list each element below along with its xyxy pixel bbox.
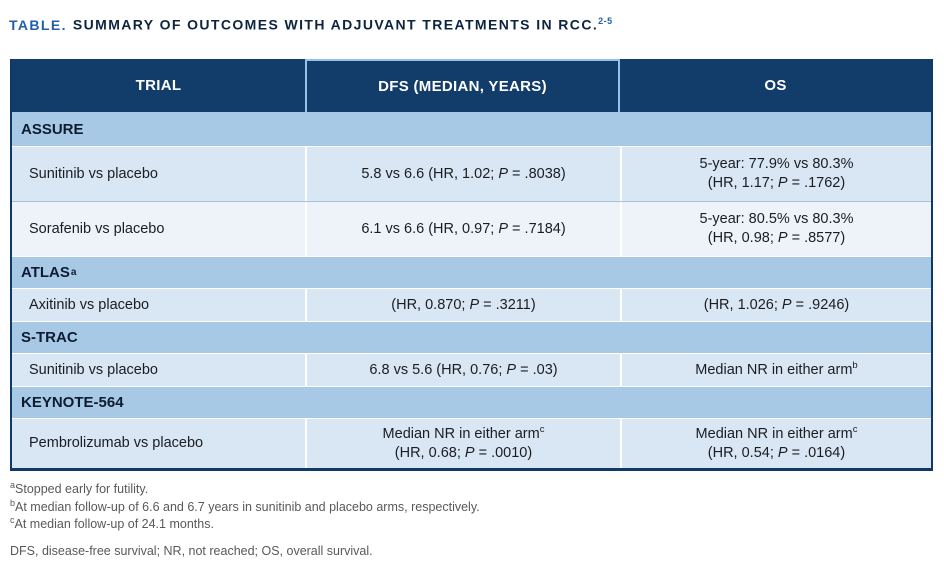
cell-line: Axitinib vs placebo <box>29 296 150 313</box>
section-row-strac: S-TRAC <box>12 321 931 353</box>
cell-line: Pembrolizumab vs placebo <box>29 435 204 451</box>
section-sup: a <box>70 267 77 278</box>
dfs-cell: 6.1 vs 6.6 (HR, 0.97; P = .7184) <box>305 202 620 256</box>
cell-line: (HR, 0.870; P = .3211) <box>391 296 536 313</box>
table-title-text: SUMMARY OF OUTCOMES WITH ADJUVANT TREATM… <box>72 16 599 33</box>
table-title: TABLE. SUMMARY OF OUTCOMES WITH ADJUVANT … <box>9 16 613 33</box>
column-header-os: OS <box>764 77 787 94</box>
os-cell: (HR, 1.026; P = .9246) <box>620 289 931 321</box>
table-row-sorafenib-assure: Sorafenib vs placebo 6.1 vs 6.6 (HR, 0.9… <box>12 201 931 256</box>
dfs-cell: (HR, 0.870; P = .3211) <box>305 289 620 321</box>
trial-cell: Sunitinib vs placebo <box>12 147 305 201</box>
p-value-var: P <box>498 220 509 237</box>
section-label: KEYNOTE-564 <box>21 394 124 411</box>
dfs-cell: 6.8 vs 5.6 (HR, 0.76; P = .03) <box>305 354 620 386</box>
trial-cell: Pembrolizumab vs placebo <box>12 419 305 468</box>
cell-line: Sunitinib vs placebo <box>29 361 158 378</box>
p-value-var: P <box>777 444 788 461</box>
trial-cell: Axitinib vs placebo <box>12 289 305 321</box>
p-value-var: P <box>777 175 788 191</box>
cell-line: (HR, 1.026; P = .9246) <box>703 296 850 313</box>
trial-cell: Sunitinib vs placebo <box>12 354 305 386</box>
footnote-marker: c <box>10 514 15 525</box>
cell-line: 5-year: 77.9% vs 80.3% <box>699 156 854 172</box>
table-row-sunitinib-assure: Sunitinib vs placebo 5.8 vs 6.6 (HR, 1.0… <box>12 146 931 201</box>
cell-line: 6.8 vs 5.6 (HR, 0.76; P = .03) <box>369 361 558 378</box>
footnote-marker: b <box>10 497 16 508</box>
p-value-var: P <box>506 361 517 378</box>
outcomes-table: TRIAL DFS (MEDIAN, YEARS) OS ASSURE Suni… <box>10 59 933 471</box>
cell-line: (HR, 0.68; P = .0010) <box>394 444 533 461</box>
os-cell: Median NR in either armb <box>620 354 931 386</box>
p-value-var: P <box>464 444 475 461</box>
p-value-var: P <box>781 296 792 313</box>
column-header-dfs: DFS (MEDIAN, YEARS) <box>305 59 620 112</box>
footnote-b: bAt median follow-up of 6.6 and 6.7 year… <box>10 497 480 514</box>
p-value-var: P <box>469 296 480 313</box>
section-label: ASSURE <box>21 120 84 138</box>
dfs-cell: Median NR in either armc (HR, 0.68; P = … <box>305 419 620 468</box>
cell-line: Median NR in either armc <box>382 423 545 442</box>
footnote-marker: c <box>852 423 858 435</box>
column-header-trial: TRIAL <box>135 77 182 94</box>
cell-line: (HR, 0.54; P = .0164) <box>707 444 846 461</box>
section-label: S-TRAC <box>21 329 78 346</box>
abbreviations-line: DFS, disease-free survival; NR, not reac… <box>10 543 373 558</box>
os-cell: 5-year: 80.5% vs 80.3% (HR, 0.98; P = .8… <box>620 202 931 256</box>
cell-line: 5-year: 80.5% vs 80.3% <box>699 211 854 227</box>
p-value-var: P <box>777 230 788 246</box>
section-row-assure: ASSURE <box>12 112 931 146</box>
cell-line: Median NR in either armb <box>695 359 858 378</box>
citation-superscript: 2-5 <box>598 16 613 26</box>
table-header-row: TRIAL DFS (MEDIAN, YEARS) OS <box>12 59 931 112</box>
os-cell: 5-year: 77.9% vs 80.3% (HR, 1.17; P = .1… <box>620 147 931 201</box>
table-row-pembrolizumab-keynote564: Pembrolizumab vs placebo Median NR in ei… <box>12 418 931 468</box>
section-row-keynote564: KEYNOTE-564 <box>12 386 931 418</box>
footnote-c: cAt median follow-up of 24.1 months. <box>10 514 214 531</box>
p-value-var: P <box>498 165 509 182</box>
footnotes: aStopped early for futility. bAt median … <box>10 479 480 560</box>
footnote-marker: b <box>852 359 858 371</box>
footnote-marker: c <box>539 423 545 435</box>
table-row-sunitinib-strac: Sunitinib vs placebo 6.8 vs 5.6 (HR, 0.7… <box>12 353 931 386</box>
footnote-marker: a <box>10 479 16 490</box>
table-row-axitinib-atlas: Axitinib vs placebo (HR, 0.870; P = .321… <box>12 288 931 321</box>
cell-line: (HR, 1.17; P = .1762) <box>707 175 846 191</box>
section-label: ATLAS <box>21 264 70 281</box>
os-cell: Median NR in either armc (HR, 0.54; P = … <box>620 419 931 468</box>
cell-line: Sunitinib vs placebo <box>29 165 158 182</box>
section-row-atlas: ATLAS a <box>12 256 931 288</box>
footnote-a: aStopped early for futility. <box>10 479 149 496</box>
cell-line: 6.1 vs 6.6 (HR, 0.97; P = .7184) <box>361 220 566 237</box>
cell-line: (HR, 0.98; P = .8577) <box>707 230 846 246</box>
cell-line: Median NR in either armc <box>695 423 858 442</box>
table-title-label: TABLE. <box>9 16 67 33</box>
dfs-cell: 5.8 vs 6.6 (HR, 1.02; P = .8038) <box>305 147 620 201</box>
trial-cell: Sorafenib vs placebo <box>12 202 305 256</box>
cell-line: 5.8 vs 6.6 (HR, 1.02; P = .8038) <box>361 165 566 182</box>
cell-line: Sorafenib vs placebo <box>29 220 165 237</box>
